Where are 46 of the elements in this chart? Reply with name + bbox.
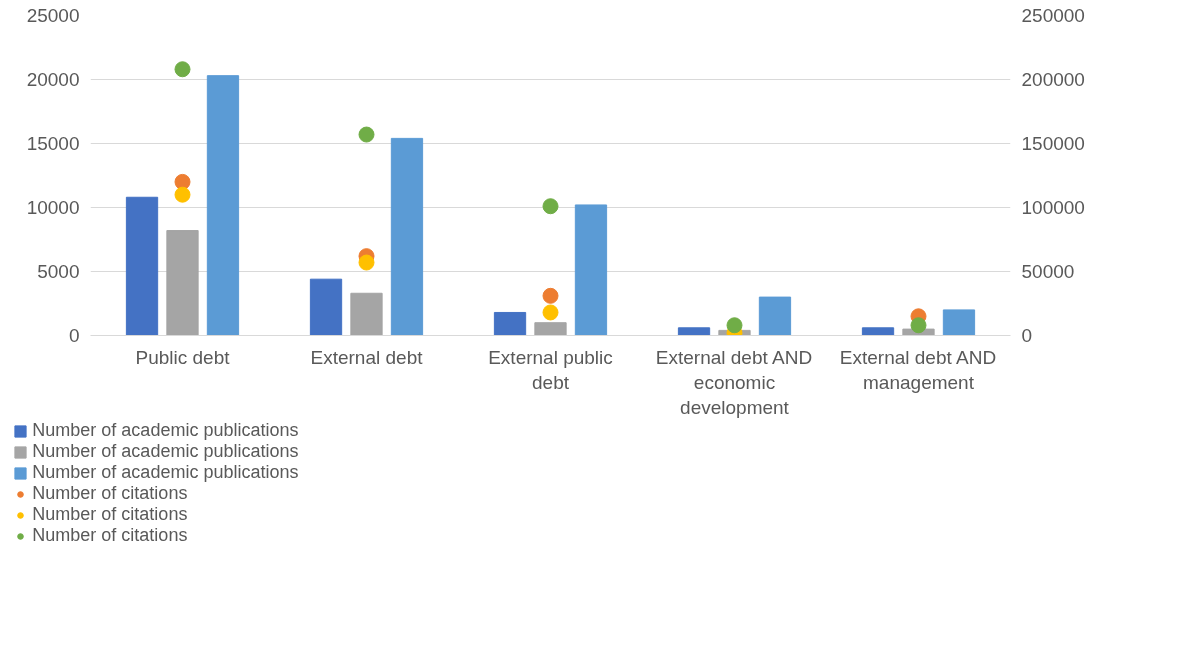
point (174, 173, 191, 190)
bar (390, 137, 424, 336)
legend-label: Number of citations (32, 504, 188, 525)
point (174, 186, 191, 203)
bar (534, 322, 567, 336)
point (358, 126, 375, 143)
bar (350, 292, 383, 336)
x-tick-label: External debt (310, 346, 424, 368)
y2-tick-label: 100000 (1021, 197, 1085, 218)
x-tick-label: External debt AND management (839, 346, 997, 393)
point (910, 317, 927, 334)
legend-label: Number of academic publications (32, 462, 299, 483)
y-tick-label: 10000 (26, 197, 80, 218)
y2-tick-label: 250000 (1021, 5, 1085, 26)
y-tick-label: 0 (68, 325, 80, 346)
bar (574, 204, 608, 336)
point (358, 254, 375, 271)
legend-label: Number of academic publications (32, 420, 299, 441)
y2-tick-label: 50000 (1021, 261, 1075, 282)
x-tick-label: Public debt (135, 346, 231, 368)
y-tick-label: 25000 (26, 5, 80, 26)
y2-tick-label: 0 (1021, 325, 1033, 346)
y-tick-label: 15000 (26, 133, 80, 154)
y2-tick-label: 200000 (1021, 69, 1085, 90)
bar (861, 327, 895, 336)
bar (125, 196, 159, 336)
legend-label: Number of citations (32, 525, 188, 546)
point (542, 198, 559, 215)
legend-label: Number of citations (32, 483, 188, 504)
x-tick-label: External debt AND economic development (655, 346, 813, 418)
y-tick-label: 20000 (26, 69, 80, 90)
point (726, 317, 743, 334)
point (542, 287, 559, 304)
bar (493, 311, 527, 336)
bar (206, 75, 240, 336)
bar (758, 296, 792, 336)
x-tick-label: External public debt (488, 346, 613, 393)
bar (309, 278, 343, 336)
bar (942, 309, 976, 336)
bar (166, 230, 199, 336)
bar (677, 327, 711, 336)
point (542, 304, 559, 321)
point (174, 61, 191, 78)
legend-label: Number of academic publications (32, 441, 299, 462)
y2-tick-label: 150000 (1021, 133, 1085, 154)
y-tick-label: 5000 (37, 261, 80, 282)
